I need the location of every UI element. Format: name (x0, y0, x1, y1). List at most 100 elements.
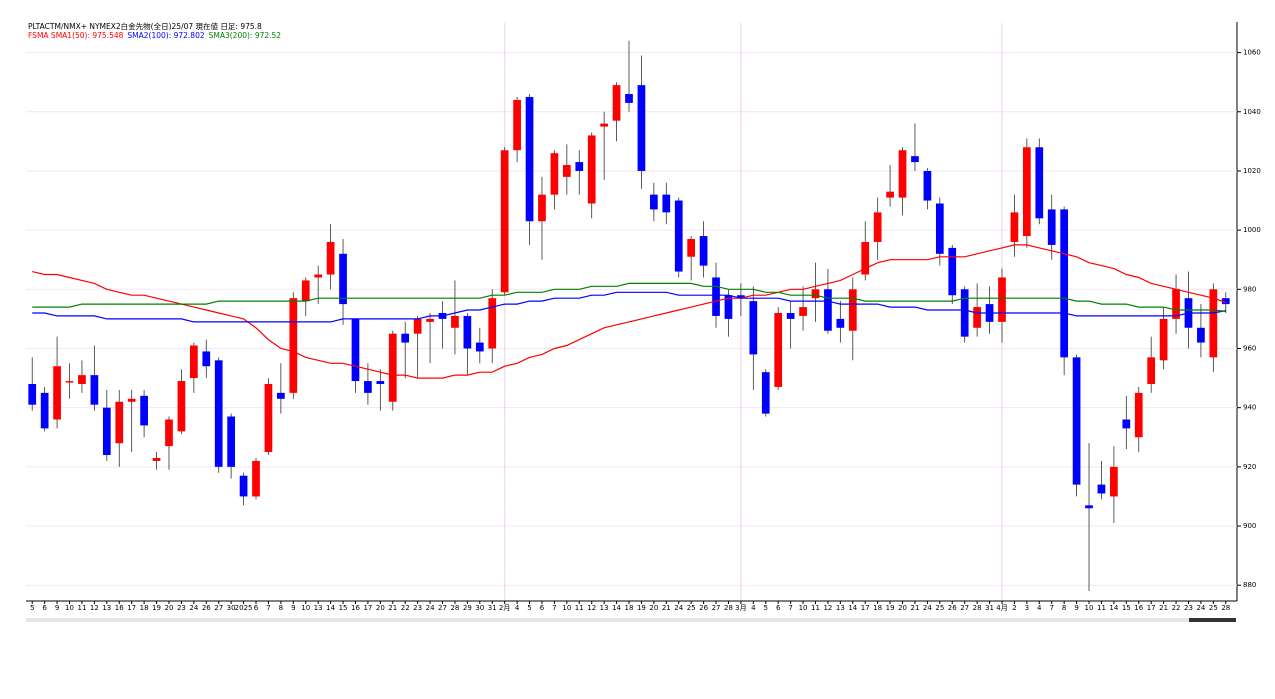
x-tick-label: 21 (662, 604, 671, 612)
candle-body (488, 298, 497, 349)
candle-body (960, 289, 969, 337)
candle-body (662, 194, 671, 213)
x-tick-label: 28 (724, 604, 733, 612)
candle-body (351, 318, 360, 382)
y-tick-label: 920 (1243, 463, 1256, 471)
x-tick-label: 14 (326, 604, 335, 612)
x-tick-label: 9 (1074, 604, 1078, 612)
x-tick-label: 28 (1221, 604, 1230, 612)
x-tick-label: 12 (587, 604, 596, 612)
x-tick-label: 13 (314, 604, 323, 612)
x-tick-label: 13 (102, 604, 111, 612)
candle-body (1209, 289, 1218, 358)
x-tick-label: 10 (301, 604, 310, 612)
x-tick-label: 24 (923, 604, 932, 612)
candle-body (687, 239, 696, 257)
legend: FSMA SMA1(50): 975.548 SMA2(100): 972.802… (28, 31, 281, 40)
x-tick-label: 22 (1172, 604, 1181, 612)
x-tick-label: 23 (413, 604, 422, 612)
candle-body (674, 200, 683, 272)
x-tick-label: 11 (1097, 604, 1106, 612)
x-tick-label: 29 (463, 604, 472, 612)
x-tick-label: 28 (973, 604, 982, 612)
x-tick-label: 8 (279, 604, 283, 612)
x-tick-label: 7 (1049, 604, 1053, 612)
x-tick-label: 17 (127, 604, 136, 612)
x-tick-label: 12 (90, 604, 99, 612)
candle-body (1110, 466, 1118, 497)
scrollbar-track[interactable] (26, 618, 1236, 622)
candle-body (339, 253, 347, 305)
x-tick-label: 27 (712, 604, 721, 612)
x-tick-label: 2 (1012, 604, 1016, 612)
x-tick-label: 4 (1037, 604, 1042, 612)
x-tick-label: 9 (291, 604, 295, 612)
candle-body (1147, 357, 1156, 384)
candle-body (724, 295, 733, 319)
x-tick-label: 24 (674, 604, 683, 612)
x-tick-label: 5 (764, 604, 768, 612)
candle-body (1060, 209, 1069, 358)
x-tick-label: 6 (254, 604, 259, 612)
candle-body (65, 381, 74, 383)
x-tick-label: 7 (788, 604, 792, 612)
candle-body (513, 99, 521, 151)
candle-body (538, 194, 546, 222)
x-tick-label: 7 (266, 604, 270, 612)
scrollbar-thumb[interactable] (1189, 618, 1236, 622)
candle-body (152, 457, 161, 461)
x-tick-label: 23 (1184, 604, 1193, 612)
candle-body (500, 150, 509, 293)
x-tick-label: 27 (214, 604, 223, 612)
x-tick-label: 7 (552, 604, 556, 612)
candle-body (923, 170, 932, 201)
candle-body (214, 360, 223, 467)
x-tick-label: 11 (77, 604, 86, 612)
x-tick-label: 18 (140, 604, 149, 612)
x-tick-label: 31 (985, 604, 994, 612)
x-tick-label: 6 (776, 604, 781, 612)
candle-body (40, 392, 49, 429)
y-tick-label: 940 (1243, 404, 1256, 412)
candle-body (749, 301, 758, 355)
candle-body (301, 280, 310, 302)
candle-body (761, 372, 770, 414)
candle-body (277, 392, 285, 399)
candle-body (189, 345, 198, 379)
candle-body (90, 375, 99, 405)
candle-body (799, 307, 807, 316)
y-tick-label: 1060 (1243, 49, 1261, 57)
candle-body (376, 381, 385, 384)
x-tick-label: 3月 (735, 604, 746, 612)
moving-average-line (32, 291, 1226, 323)
candle-body (1134, 392, 1143, 438)
candle-body (202, 351, 211, 367)
candle-body (1072, 357, 1081, 485)
y-tick-label: 900 (1243, 522, 1256, 530)
x-tick-label: 17 (861, 604, 870, 612)
x-tick-label: 12 (823, 604, 832, 612)
candle-body (1221, 298, 1230, 305)
candle-body (935, 203, 944, 254)
y-tick-label: 1020 (1243, 167, 1261, 175)
x-tick-label: 15 (339, 604, 348, 612)
candle-body (53, 366, 61, 420)
x-tick-label: 6 (540, 604, 545, 612)
x-tick-label: 10 (65, 604, 74, 612)
candle-body (562, 165, 571, 177)
candle-body (886, 191, 894, 198)
candle-body (973, 307, 981, 328)
x-tick-label: 25 (687, 604, 696, 612)
candle-body (1172, 289, 1180, 319)
candle-body (836, 318, 845, 328)
candle-body (637, 85, 646, 171)
x-tick-label: 22 (401, 604, 410, 612)
candle-body (948, 247, 957, 296)
candle-body (102, 407, 111, 456)
x-tick-label: 20 (376, 604, 385, 612)
candle-body (140, 395, 148, 426)
legend-entry: SMA3(200): 972.52 (209, 31, 282, 40)
x-tick-label: 24 (189, 604, 198, 612)
legend-entry: SMA2(100): 972.802 (127, 31, 204, 40)
x-tick-label: 14 (612, 604, 621, 612)
